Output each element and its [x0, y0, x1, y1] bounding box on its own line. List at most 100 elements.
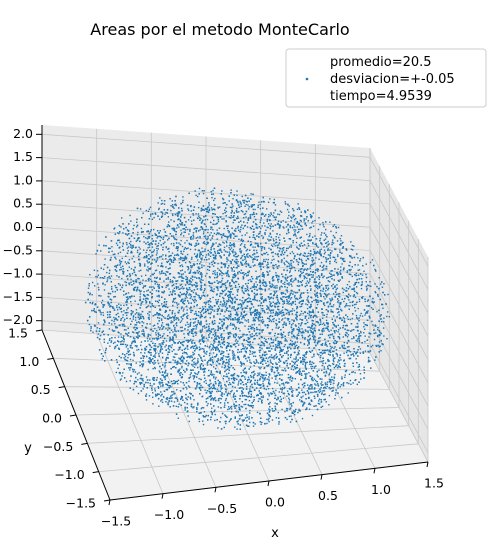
scatter-point — [255, 223, 257, 225]
scatter-point — [329, 221, 331, 223]
scatter-point — [288, 231, 290, 234]
scatter-point — [244, 290, 246, 292]
scatter-point — [249, 216, 252, 218]
scatter-point — [187, 302, 190, 304]
scatter-point — [123, 377, 126, 379]
scatter-point — [235, 210, 238, 212]
scatter-point — [235, 274, 237, 277]
scatter-point — [315, 365, 317, 367]
scatter-point — [110, 240, 113, 242]
scatter-point — [244, 213, 247, 215]
scatter-point — [186, 309, 188, 311]
scatter-point — [336, 240, 339, 242]
scatter-point — [259, 203, 261, 206]
scatter-point — [188, 340, 190, 342]
scatter-point — [284, 201, 286, 203]
scatter-point — [203, 348, 205, 350]
scatter-point — [99, 311, 101, 313]
scatter-point — [151, 296, 154, 298]
scatter-point — [190, 236, 193, 238]
scatter-point — [130, 312, 132, 315]
scatter-point — [292, 334, 295, 337]
scatter-point — [123, 228, 125, 230]
scatter-point — [172, 261, 175, 264]
scatter-point — [341, 252, 343, 254]
scatter-point — [312, 274, 314, 276]
scatter-point — [172, 204, 174, 206]
scatter-point — [322, 276, 324, 279]
scatter-point — [222, 233, 225, 235]
scatter-point — [252, 234, 255, 236]
scatter-point — [127, 230, 130, 232]
scatter-point — [245, 348, 248, 350]
scatter-point — [318, 276, 321, 278]
scatter-point — [266, 266, 269, 268]
scatter-point — [268, 373, 271, 375]
scatter-point — [185, 258, 188, 260]
scatter-point — [272, 255, 274, 258]
scatter-point — [213, 258, 215, 260]
scatter-point — [221, 277, 224, 280]
scatter-point — [359, 352, 362, 354]
scatter-point — [123, 341, 125, 343]
scatter-point — [300, 215, 303, 217]
scatter-point — [206, 272, 208, 275]
scatter-point — [226, 309, 228, 312]
scatter-point — [230, 234, 232, 236]
scatter-point — [265, 388, 267, 391]
scatter-point — [250, 303, 253, 305]
scatter-point — [178, 276, 180, 278]
scatter-point — [108, 304, 110, 306]
scatter-point — [247, 376, 250, 378]
scatter-point — [141, 333, 144, 335]
scatter-point — [127, 292, 130, 294]
scatter-point — [174, 301, 176, 304]
scatter-point — [138, 246, 140, 249]
scatter-point — [129, 275, 131, 278]
scatter-point — [240, 210, 243, 212]
scatter-point — [175, 247, 178, 249]
scatter-point — [230, 262, 232, 265]
scatter-point — [213, 288, 215, 290]
scatter-point — [251, 328, 253, 330]
scatter-point — [342, 291, 344, 294]
scatter-point — [270, 213, 273, 215]
scatter-point — [356, 301, 358, 303]
scatter-point — [107, 302, 109, 305]
scatter-point — [130, 220, 132, 222]
scatter-point — [335, 349, 338, 351]
scatter-point — [315, 269, 317, 271]
scatter-point — [205, 214, 207, 217]
scatter-point — [237, 340, 239, 342]
scatter-point — [203, 374, 205, 376]
scatter-point — [182, 277, 185, 279]
scatter-point — [180, 202, 182, 205]
scatter-point — [354, 296, 357, 299]
scatter-point — [348, 273, 351, 275]
scatter-point — [331, 243, 333, 246]
scatter-point — [251, 286, 254, 288]
scatter-point — [279, 234, 281, 236]
scatter-point — [269, 293, 271, 295]
scatter-point — [179, 284, 182, 286]
scatter-point — [229, 237, 232, 239]
scatter-point — [270, 337, 272, 340]
scatter-point — [114, 347, 116, 350]
scatter-point — [271, 278, 274, 280]
scatter-point — [323, 253, 326, 255]
scatter-point — [89, 292, 91, 294]
scatter-point — [288, 284, 290, 286]
scatter-point — [160, 347, 162, 349]
scatter-point — [112, 253, 115, 256]
scatter-point — [192, 234, 194, 236]
scatter-point — [335, 326, 337, 328]
scatter-point — [232, 374, 234, 376]
scatter-point — [281, 319, 283, 321]
scatter-point — [330, 351, 332, 353]
scatter-point — [307, 239, 309, 241]
scatter-point — [277, 342, 279, 344]
scatter-point — [323, 314, 326, 316]
scatter-point — [206, 330, 208, 332]
scatter-point — [318, 258, 320, 261]
scatter-point — [272, 202, 275, 204]
